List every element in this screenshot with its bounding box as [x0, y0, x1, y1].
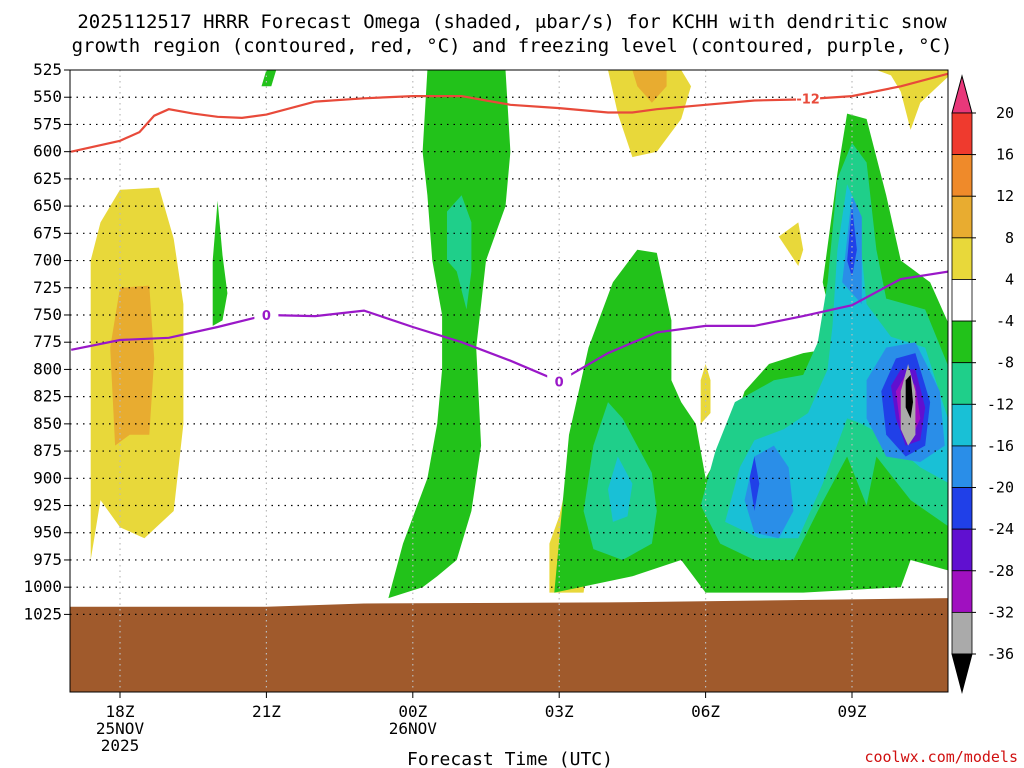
x-tick-label-15-0: 09Z — [838, 702, 867, 721]
x-tick-label-6-1: 26NOV — [389, 719, 438, 738]
contour-lines — [70, 72, 948, 383]
dgz-label-bg — [796, 90, 821, 107]
y-tick-label-900: 900 — [33, 468, 62, 487]
y-tick-label-525: 525 — [33, 60, 62, 79]
colorbar-label-11: -28 — [987, 562, 1014, 580]
colorbar-label-1: 16 — [996, 146, 1014, 164]
colorbar-bin-2 — [951, 195, 973, 239]
omega-region-11 — [388, 70, 511, 599]
omega-region-3 — [261, 70, 277, 87]
y-tick-label-850: 850 — [33, 414, 62, 433]
omega-region-17 — [725, 184, 948, 539]
title-line-2: growth region (contoured, red, °C) and f… — [72, 35, 953, 57]
y-tick-label-650: 650 — [33, 196, 62, 215]
y-tick-label-575: 575 — [33, 114, 62, 133]
x-tick-label-9-0: 03Z — [545, 702, 574, 721]
omega-region-19 — [749, 456, 760, 511]
y-tick-label-600: 600 — [33, 142, 62, 161]
y-tick-label-625: 625 — [33, 169, 62, 188]
freezing-level-line — [70, 270, 948, 383]
colorbar-bin-1 — [951, 154, 973, 197]
x-tick-label-0-1: 25NOV — [96, 719, 145, 738]
x-tick-label-12-0: 06Z — [691, 702, 720, 721]
y-tick-label-700: 700 — [33, 251, 62, 270]
colorbar-bin-6 — [951, 362, 973, 405]
y-tick-label-1000: 1000 — [23, 577, 62, 596]
omega-region-5 — [632, 70, 667, 103]
omega-region-12 — [447, 195, 472, 310]
colorbar-bin-7 — [951, 403, 973, 447]
colorbar-bin-4 — [951, 279, 973, 322]
freezing-label-1-bg — [254, 306, 279, 323]
omega-region-15 — [608, 456, 633, 522]
colorbar-top-arrow — [951, 74, 973, 114]
colorbar-label-0: 20 — [996, 104, 1014, 122]
ground-surface — [70, 598, 948, 692]
plot-frame — [69, 69, 949, 693]
colorbar-bin-0 — [951, 112, 973, 156]
omega-region-1 — [110, 285, 155, 446]
y-tick-label-675: 675 — [33, 223, 62, 242]
y-tick-label-800: 800 — [33, 359, 62, 378]
grid-lines — [70, 70, 948, 692]
x-tick-label-3-0: 21Z — [252, 702, 281, 721]
dgz-minus12-line — [70, 72, 948, 153]
chart-title: 2025112517 HRRR Forecast Omega (shaded, … — [72, 11, 953, 57]
x-tick-label-0-2: 2025 — [101, 736, 140, 755]
x-tick-label-6-0: 00Z — [398, 702, 427, 721]
y-tick-label-550: 550 — [33, 87, 62, 106]
y-tick-label-975: 975 — [33, 550, 62, 569]
omega-region-4 — [608, 70, 691, 158]
omega-shading — [90, 70, 948, 599]
omega-region-10 — [700, 364, 711, 424]
y-tick-label-875: 875 — [33, 441, 62, 460]
colorbar-bin-11 — [951, 570, 973, 613]
colorbar-label-5: -4 — [996, 312, 1014, 330]
colorbar-label-2: 12 — [996, 187, 1014, 205]
colorbar-bin-10 — [951, 528, 973, 572]
colorbar-label-7: -12 — [987, 395, 1014, 413]
dgz-label: -12 — [796, 92, 820, 107]
y-tick-label-1025: 1025 — [23, 604, 62, 623]
y-tick-label-750: 750 — [33, 305, 62, 324]
colorbar-bin-3 — [951, 237, 973, 280]
y-tick-label-825: 825 — [33, 387, 62, 406]
colorbar-bin-9 — [951, 487, 973, 530]
omega-region-2 — [212, 200, 228, 326]
y-tick-label-725: 725 — [33, 278, 62, 297]
colorbar-label-13: -36 — [987, 645, 1014, 663]
x-axis-label: Forecast Time (UTC) — [407, 749, 613, 768]
y-axis-ticks: 525 550 575 600 625 650 675 700 725 750 775 800 825 8… — [23, 60, 70, 623]
colorbar-bottom-arrow — [951, 653, 973, 694]
omega-region-6 — [876, 70, 948, 130]
freezing-label-2: 0 — [555, 375, 564, 390]
title-line-1: 2025112517 HRRR Forecast Omega (shaded, … — [77, 11, 947, 33]
freezing-label-2-bg — [547, 373, 572, 390]
y-tick-label-925: 925 — [33, 496, 62, 515]
y-tick-label-950: 950 — [33, 523, 62, 542]
x-tick-label-0-0: 18Z — [106, 702, 135, 721]
colorbar-label-8: -16 — [987, 437, 1014, 455]
colorbar-label-9: -20 — [987, 479, 1014, 497]
colorbar-bin-12 — [951, 611, 973, 655]
colorbar-label-4: 4 — [1005, 270, 1014, 288]
colorbar-label-6: -8 — [996, 354, 1014, 372]
colorbar-label-3: 8 — [1005, 229, 1014, 247]
colorbar-bin-8 — [951, 445, 973, 488]
colorbar-label-12: -32 — [987, 603, 1014, 621]
ground-fill — [70, 598, 948, 692]
colorbar: 20 16 12 8 4 -4 -8 -12 -16 -20 -24 -28 -32 -36 — [951, 74, 1014, 694]
colorbar-label-10: -24 — [987, 520, 1014, 538]
freezing-label-1: 0 — [262, 309, 271, 324]
credit-text: coolwx.com/models — [864, 748, 1018, 766]
omega-region-7 — [778, 222, 804, 266]
colorbar-bin-5 — [951, 320, 973, 364]
y-tick-label-775: 775 — [33, 332, 62, 351]
omega-region-18 — [744, 445, 794, 539]
contour-labels: -12 0 0 — [254, 90, 821, 390]
